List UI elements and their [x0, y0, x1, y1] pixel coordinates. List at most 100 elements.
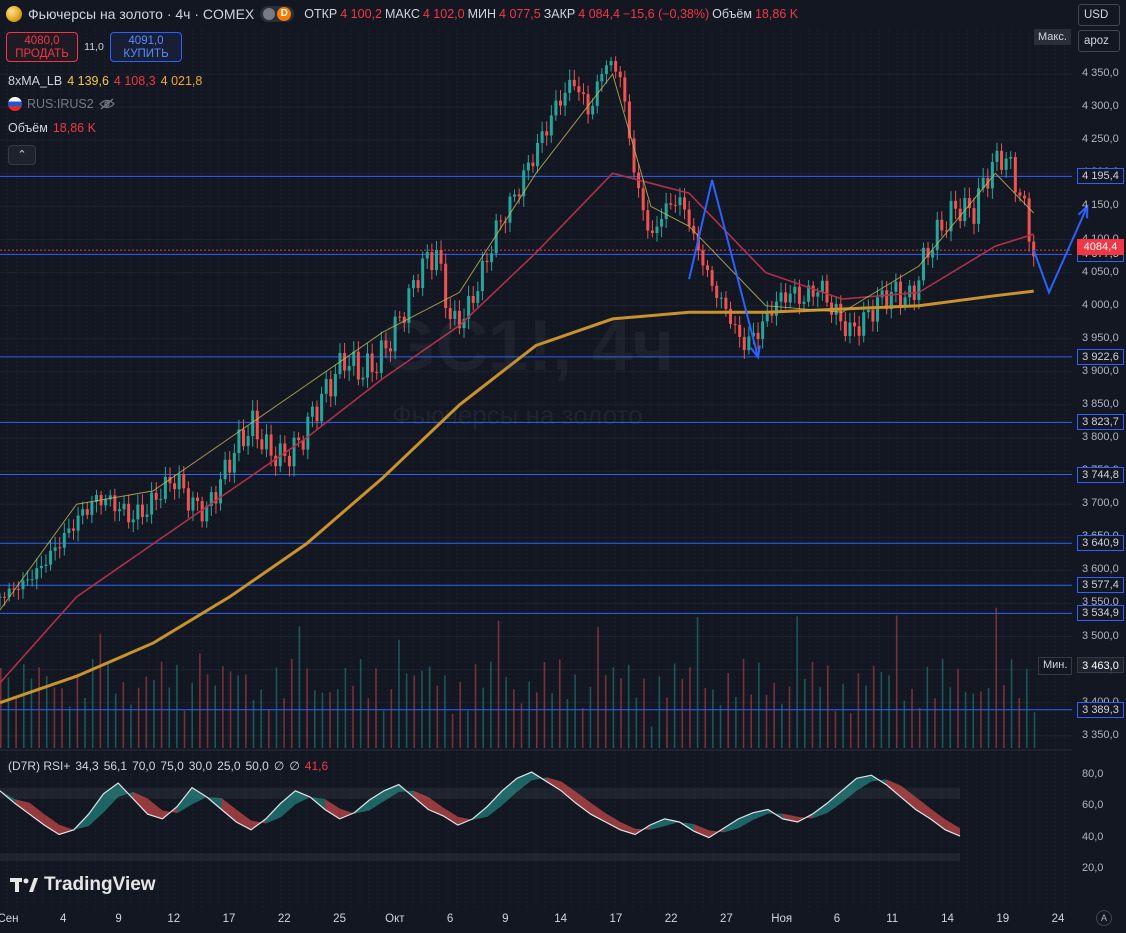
volume-bar	[949, 687, 952, 748]
candle-body	[1004, 158, 1008, 170]
candle-body	[343, 352, 347, 371]
scale-mode-select[interactable]: apoz	[1078, 30, 1120, 52]
ma-slow-line	[0, 289, 1034, 705]
volume-bar	[796, 616, 798, 748]
volume-bar	[1033, 712, 1036, 748]
candle-body	[150, 492, 154, 515]
candle-body	[58, 547, 62, 549]
ohlc-close-value: 4 084,4	[578, 7, 620, 21]
volume-bar	[681, 678, 684, 748]
candle-body	[370, 353, 374, 373]
rsi-fill-segment	[546, 777, 562, 791]
volume-bar	[635, 697, 638, 748]
tradingview-logo[interactable]: TradingView	[10, 874, 156, 896]
price-axis-tick: 4 050,0	[1082, 265, 1119, 278]
volume-bar	[536, 692, 538, 748]
ohlc-open-label: ОТКР	[304, 7, 338, 21]
volume-bar	[107, 662, 109, 748]
candle-body	[513, 194, 517, 197]
candle-body	[12, 588, 16, 590]
candle-body	[283, 443, 287, 456]
candle-body	[581, 92, 585, 95]
rsi-fill-segment	[103, 783, 119, 813]
volume-bar	[696, 617, 699, 748]
volume-bar	[589, 686, 592, 748]
auto-scale-button[interactable]: A	[1096, 910, 1112, 926]
volume-bar	[972, 693, 975, 748]
candle-body	[209, 492, 213, 506]
volume-bar	[7, 677, 10, 748]
price-axis-tick: 4 350,0	[1082, 67, 1119, 80]
rsi-fill-segment	[132, 791, 148, 815]
candle-body	[490, 253, 494, 263]
candle-body	[163, 476, 167, 500]
volume-bar	[551, 693, 553, 748]
volume-bar	[367, 698, 370, 748]
candle-body	[53, 547, 57, 551]
rsi-last-value: 41,6	[304, 759, 329, 773]
time-axis-tick: 25	[333, 913, 346, 925]
rsi-fill-segment	[694, 824, 709, 838]
time-axis-tick: 17	[222, 913, 236, 925]
buy-button[interactable]: 4091,0 КУПИТЬ	[110, 32, 182, 62]
rsi-fill-segment	[945, 819, 960, 837]
candle-body	[35, 568, 39, 580]
rsi-fill-segment	[561, 781, 576, 804]
candle-body	[531, 162, 535, 167]
volume-bar	[1003, 684, 1005, 748]
market-status-pill[interactable]: D	[260, 6, 295, 22]
candle-body	[182, 473, 186, 489]
volume-bar	[727, 672, 730, 748]
rsi-param-6: 25,0	[217, 759, 241, 773]
sell-button[interactable]: 4080,0 ПРОДАТЬ	[6, 32, 78, 62]
volume-legend[interactable]: Объём 18,86 K	[8, 121, 96, 135]
rsi-fill-segment	[900, 785, 916, 810]
rsi-fill-segment	[192, 787, 207, 805]
ma-legend[interactable]: 8xMA_LB 4 139,6 4 108,3 4 021,8	[8, 74, 202, 88]
candle-body	[39, 565, 43, 569]
volume-bar	[283, 698, 285, 748]
candle-body	[614, 61, 618, 72]
rsi-fill-segment	[590, 802, 606, 822]
rsi-legend[interactable]: (D7R) RSI+ 34,3 56,1 70,0 75,0 30,0 25,0…	[8, 759, 328, 773]
candle-body	[81, 509, 85, 516]
candle-body	[16, 588, 20, 590]
candle-body	[646, 210, 650, 231]
ma-value-mid: 4 108,3	[113, 74, 156, 88]
collapse-legend-button[interactable]: ⌃	[8, 145, 36, 165]
rsi-fill-segment	[88, 793, 104, 827]
candle-body	[774, 301, 778, 316]
candle-body	[733, 324, 737, 326]
compare-legend[interactable]: RUS:IRUS2	[8, 97, 115, 111]
candle-body	[136, 504, 140, 520]
volume-bar	[520, 703, 523, 748]
candle-body	[871, 309, 875, 322]
candle-body	[260, 439, 264, 450]
candle-body	[453, 310, 457, 320]
currency-select[interactable]: USD	[1078, 4, 1120, 26]
candle-body	[117, 509, 121, 512]
volume-bar	[298, 626, 301, 748]
volume-bar	[758, 662, 760, 748]
hidden-eye-icon[interactable]	[98, 98, 115, 110]
candle-body	[797, 286, 801, 304]
candle-body	[278, 443, 282, 467]
volume-bar	[558, 659, 561, 748]
candle-body	[816, 292, 820, 297]
delayed-badge: D	[277, 7, 292, 21]
volume-bar	[252, 700, 255, 748]
time-axis-tick: Окт	[385, 913, 405, 925]
candle-body	[251, 410, 255, 437]
candle-body	[62, 532, 66, 548]
symbol-title[interactable]: Фьючерсы на золото · 4ч · COMEX	[28, 6, 255, 22]
candle-body	[554, 100, 558, 116]
price-axis-tick: 3 500,0	[1082, 629, 1119, 642]
volume-bar	[99, 633, 102, 748]
rsi-line	[0, 771, 961, 839]
level-price-label: 3 922,6	[1077, 348, 1124, 365]
candle-body	[1027, 198, 1031, 242]
candle-body	[738, 324, 742, 337]
candle-body	[1013, 156, 1017, 193]
time-axis-tick: 6	[446, 913, 454, 925]
